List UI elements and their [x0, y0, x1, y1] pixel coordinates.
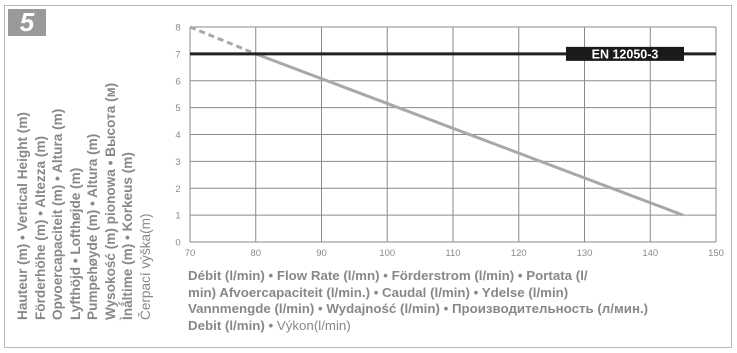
x-axis-label-line-4-czech: Výkon(l/min) — [273, 317, 351, 333]
reference-line-label: EN 12050-3 — [592, 47, 659, 61]
y-tick-label: 4 — [175, 130, 180, 141]
y-tick-label: 6 — [175, 76, 180, 87]
x-tick-label: 120 — [511, 248, 527, 259]
chart-grid — [189, 26, 717, 243]
x-tick-label: 150 — [708, 248, 724, 259]
x-axis-label-line-3: Vannmengde (l/min) • Wydajność (l/min) •… — [188, 301, 649, 316]
y-tick-label: 0 — [175, 238, 180, 249]
x-tick-labels: 70 80 90 100 110 120 130 140 150 — [185, 248, 724, 259]
figure-number-badge: 5 — [8, 9, 46, 36]
reference-line-badge — [566, 46, 684, 61]
reference-line-group: EN 12050-3 — [190, 46, 716, 61]
figure-frame — [4, 5, 732, 348]
y-tick-label: 2 — [175, 184, 180, 195]
x-tick-label: 110 — [445, 248, 460, 259]
y-tick-label: 1 — [175, 211, 180, 222]
x-tick-label: 90 — [316, 248, 327, 259]
y-tick-labels: 0 1 2 3 4 5 6 7 8 — [175, 23, 180, 249]
curve-solid-segment — [255, 52, 684, 217]
x-axis-label: Débit (l/min) • Flow Rate (l/mn) • Förde… — [188, 268, 708, 334]
x-axis-label-line-4: Debit (l/min) • — [188, 317, 274, 333]
y-tick-label: 3 — [175, 157, 180, 168]
x-tick-label: 80 — [250, 248, 261, 259]
y-tick-label: 8 — [175, 23, 180, 34]
x-axis-label-line-1: Débit (l/min) • Flow Rate (l/mn) • Förde… — [188, 268, 588, 283]
y-tick-label: 5 — [175, 103, 180, 114]
x-axis-label-line-2: min) Afvoercapaciteit (l/min.) • Caudal … — [188, 284, 569, 300]
x-tick-label: 70 — [185, 248, 196, 259]
y-tick-label: 7 — [175, 49, 180, 60]
curve-dashed-segment — [189, 25, 257, 56]
chart-series — [189, 25, 684, 217]
x-tick-label: 100 — [379, 248, 395, 259]
x-tick-label: 130 — [577, 248, 593, 259]
x-tick-label: 140 — [642, 248, 658, 259]
